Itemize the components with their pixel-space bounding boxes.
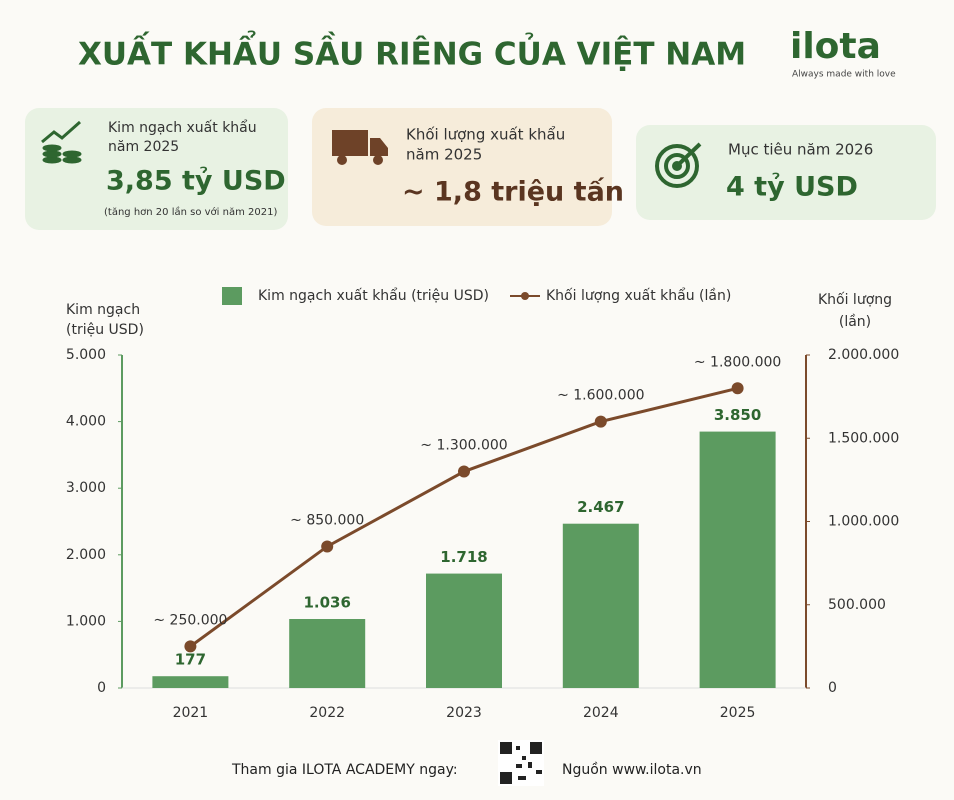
- line-point: [594, 415, 607, 428]
- line-point: [184, 640, 197, 653]
- bar: [289, 619, 366, 688]
- card-value: ~ 1,8 triệu tấn: [402, 177, 624, 208]
- bar-value-label: 1.036: [303, 594, 350, 612]
- footer-cta: Tham gia ILOTA ACADEMY ngay:: [231, 762, 458, 778]
- y-tick-label: 5.000: [66, 347, 106, 363]
- bar-value-label: 177: [175, 651, 206, 669]
- line-point: [458, 465, 470, 478]
- legend-label: Kim ngạch xuất khẩu (triệu USD): [258, 287, 489, 304]
- y2-tick-label: 1.000.000: [828, 514, 899, 530]
- card-label: năm 2025: [108, 139, 179, 155]
- y-tick-label: 2.000: [66, 547, 106, 563]
- y2-tick-label: 2.000.000: [828, 347, 899, 363]
- line-point: [731, 382, 744, 395]
- line-value-label: ~ 850.000: [290, 512, 364, 528]
- truck-icon: [332, 130, 388, 165]
- title: XUẤT KHẨU SẦU RIÊNG CỦA VIỆT NAM: [78, 32, 746, 73]
- line-point: [321, 540, 334, 553]
- money-icon: [41, 120, 82, 164]
- y2-tick-label: 1.500.000: [828, 430, 899, 446]
- y2-axis-title: (lần): [839, 314, 871, 330]
- tagline: Always made with love: [792, 70, 896, 80]
- x-tick-label: 2022: [309, 705, 345, 721]
- line-value-label: ~ 1.300.000: [420, 438, 507, 454]
- card: [25, 108, 288, 230]
- card-label: năm 2025: [406, 146, 482, 164]
- x-tick-label: 2023: [446, 705, 482, 721]
- bar-value-label: 1.718: [440, 548, 487, 566]
- legend-swatch: [521, 292, 529, 300]
- card-label: Kim ngạch xuất khẩu: [108, 119, 257, 136]
- qr-code: [498, 740, 544, 786]
- y2-tick-label: 0: [828, 680, 837, 696]
- bar-value-label: 3.850: [714, 406, 761, 424]
- legend-label: Khối lượng xuất khẩu (lần): [546, 287, 731, 304]
- card-label: Khối lượng xuất khẩu: [406, 126, 565, 144]
- line-value-label: ~ 1.800.000: [694, 354, 781, 370]
- card-value: 3,85 tỷ USD: [106, 166, 286, 197]
- card-value: 4 tỷ USD: [726, 172, 858, 203]
- y2-tick-label: 500.000: [828, 597, 886, 613]
- x-tick-label: 2024: [583, 705, 619, 721]
- line-value-label: ~ 1.600.000: [557, 388, 644, 404]
- y-tick-label: 1.000: [66, 613, 106, 629]
- x-tick-label: 2021: [173, 705, 209, 721]
- card: [312, 108, 612, 226]
- logo: ilota: [790, 26, 881, 67]
- y-axis-title: (triệu USD): [66, 322, 144, 338]
- bar: [426, 573, 502, 688]
- y-tick-label: 3.000: [66, 480, 106, 496]
- target-icon: [655, 142, 702, 188]
- line-value-label: ~ 250.000: [153, 612, 227, 628]
- y-tick-label: 4.000: [66, 414, 106, 430]
- bar: [562, 523, 639, 688]
- card-note: (tăng hơn 20 lần so với năm 2021): [104, 206, 277, 218]
- legend-swatch: [222, 287, 242, 305]
- card-label: Mục tiêu năm 2026: [728, 141, 873, 159]
- bar: [152, 676, 229, 688]
- y-axis-title: Kim ngạch: [66, 302, 140, 318]
- bar: [699, 431, 776, 688]
- bar-value-label: 2.467: [577, 498, 624, 516]
- footer-source: Nguồn www.ilota.vn: [562, 761, 702, 778]
- card: [636, 125, 936, 220]
- y-tick-label: 0: [97, 680, 106, 696]
- y2-axis-title: Khối lượng: [818, 291, 892, 308]
- x-tick-label: 2025: [720, 705, 756, 721]
